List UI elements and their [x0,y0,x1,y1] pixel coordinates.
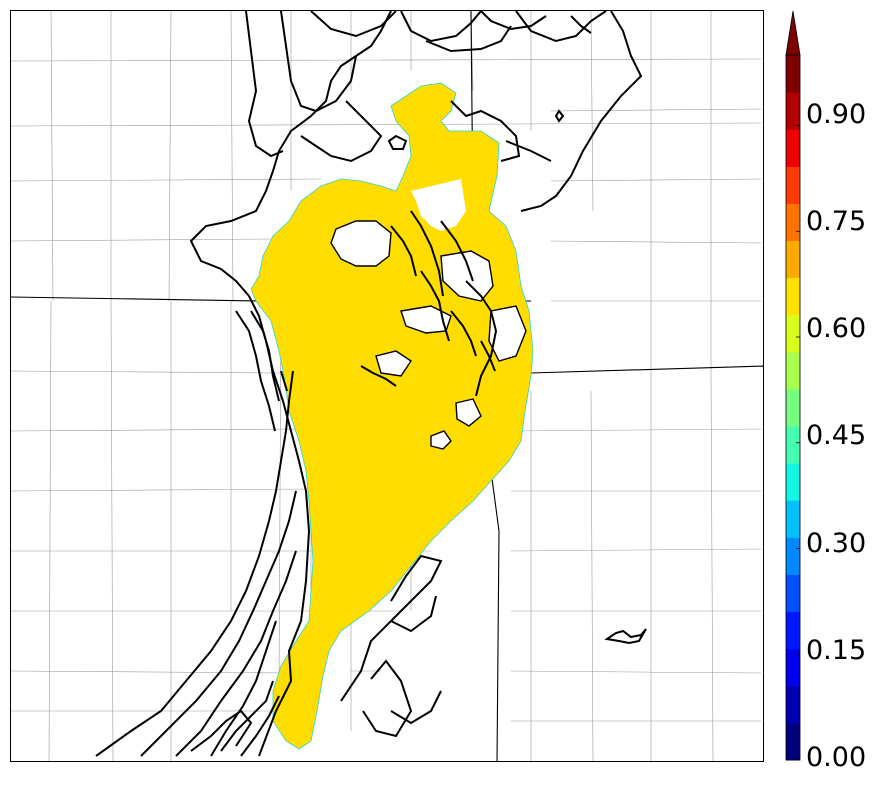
colorbar: 0.90 0.75 0.60 0.45 0.30 0.15 0.00 [784,10,874,773]
colorbar-segment [786,685,800,724]
colorbar-segment [786,92,800,130]
colorbar-tick-label: 0.30 [806,528,867,559]
colorbar-segment [786,463,800,501]
colorbar-segment [786,203,800,242]
colorbar-segment [786,648,800,687]
colorbar-extend-arrow [785,10,801,56]
colorbar-tick-label: 0.00 [806,742,867,773]
colorbar-segment [786,314,800,353]
colorbar-tick-label: 0.90 [806,99,867,130]
map-canvas [11,11,763,761]
colorbar-tick-label: 0.15 [806,635,867,666]
colorbar-segment [786,500,800,538]
colorbar-segment [786,240,800,279]
colorbar-segment [786,722,800,761]
colorbar-segment [786,388,800,427]
map-panel [10,10,764,762]
colorbar-segment [786,537,800,575]
colorbar-segment [786,166,800,204]
shaded-region-gaps [330,179,527,450]
colorbar-frame [785,54,801,761]
colorbar-tick-label: 0.75 [806,206,867,237]
colorbar-segment [786,574,800,613]
colorbar-segment [786,611,800,650]
colorbar-tick-label: 0.45 [806,420,867,451]
shaded-probability-region [250,82,534,750]
colorbar-segment [786,351,800,390]
colorbar-scale [785,10,801,761]
colorbar-segment [786,426,800,464]
contour-lines [95,11,647,757]
colorbar-tick-label: 0.60 [806,313,867,344]
colorbar-segment [786,129,800,167]
colorbar-segment [786,55,800,93]
colorbar-segment [786,277,800,316]
